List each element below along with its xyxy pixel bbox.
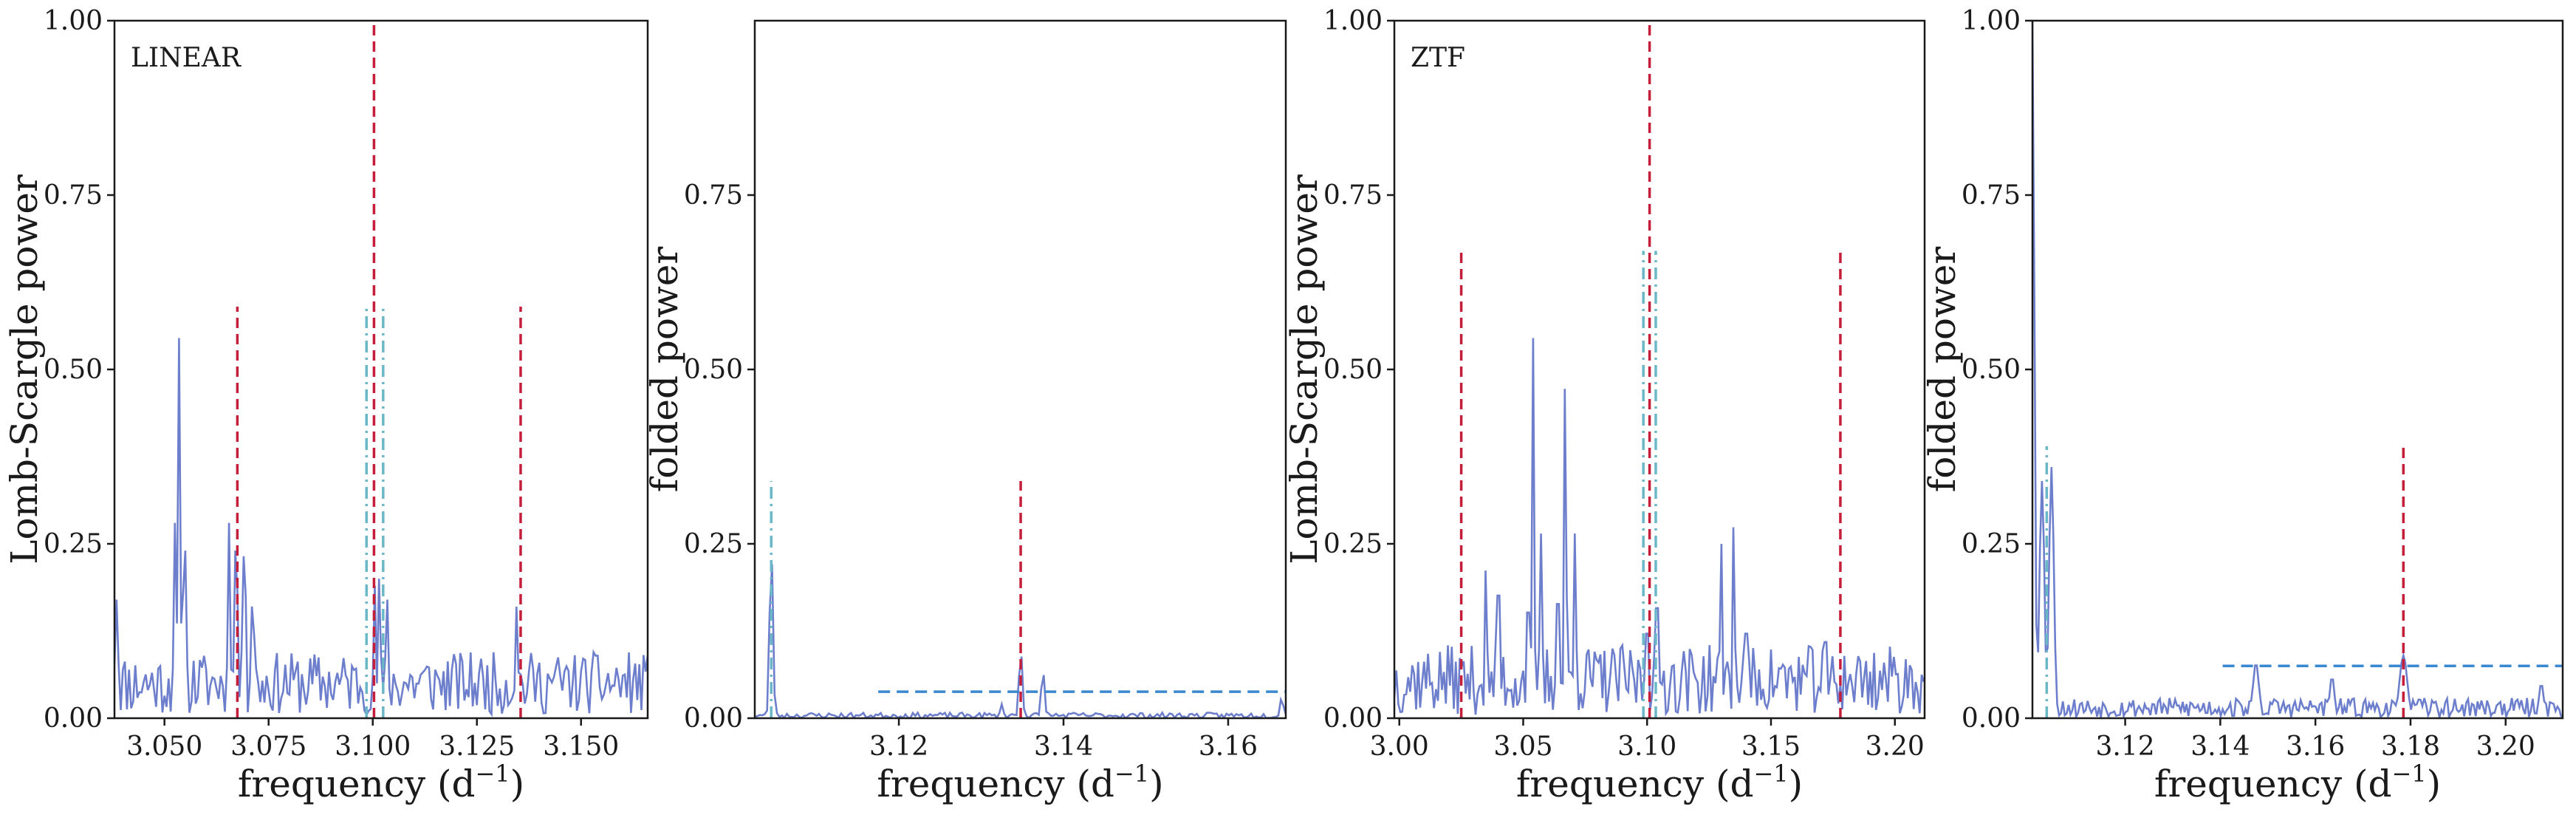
x-tick-label: 3.075 <box>230 732 306 762</box>
x-axis-label-tail: ) <box>2427 763 2442 805</box>
y-tick-label: 0.00 <box>44 703 103 734</box>
chart-panel-4: 3.12 3.14 3.16 3.18 3.20 0.00 0.25 0.50 0.75 1.00… <box>1921 6 2564 805</box>
axes-frame <box>2031 19 2564 720</box>
chart-panel-2: 3.12 3.14 3.16 0.00 0.25 0.50 0.75 frequency (d… <box>643 19 1287 805</box>
axes-frame <box>1393 19 1926 720</box>
x-axis-label: frequency (d−1) <box>2154 760 2441 805</box>
y-tick-label: 0.75 <box>1323 180 1383 211</box>
x-tick-label: 3.00 <box>1370 732 1429 762</box>
x-tick-label: 3.125 <box>439 732 515 762</box>
y-tick-label: 0.75 <box>684 180 743 211</box>
y-tick-label: 0.75 <box>1962 180 2021 211</box>
y-tick-label: 0.25 <box>1323 529 1383 559</box>
x-tick-label: 3.12 <box>2095 732 2154 762</box>
y-tick-label: 0.00 <box>1962 703 2021 734</box>
x-tick-label: 3.15 <box>1741 732 1801 762</box>
x-tick-label: 3.16 <box>2286 732 2345 762</box>
y-tick-label: 1.00 <box>1323 6 1383 36</box>
x-tick-label: 3.10 <box>1617 732 1676 762</box>
y-tick-label: 0.25 <box>1962 529 2021 559</box>
x-axis-label: frequency (d−1) <box>1516 760 1803 805</box>
x-tick-label: 3.100 <box>335 732 411 762</box>
x-axis-label-main: frequency (d <box>877 763 1114 805</box>
y-tick-label: 0.25 <box>44 529 103 559</box>
y-tick-label: 0.50 <box>44 355 103 385</box>
x-tick-label: 3.18 <box>2381 732 2440 762</box>
x-axis-label: frequency (d−1) <box>238 760 524 805</box>
power-series-line <box>1394 338 1925 717</box>
y-tick-label: 0.50 <box>684 355 743 385</box>
power-series-line <box>2032 21 2563 718</box>
x-axis-label-main: frequency (d <box>2154 763 2392 805</box>
y-tick-label: 0.00 <box>1323 703 1383 734</box>
x-tick-label: 3.20 <box>1866 732 1925 762</box>
x-axis-label-exponent: −1 <box>2391 760 2426 788</box>
panel-label: ZTF <box>1411 43 1465 73</box>
x-axis-label-main: frequency (d <box>238 763 476 805</box>
y-tick-label: 0.50 <box>1323 355 1383 385</box>
x-axis-label-tail: ) <box>510 763 525 805</box>
y-axis-label: Lomb-Scargle power <box>3 174 46 565</box>
chart-panel-1: 3.050 3.075 3.100 3.125 3.150 0.00 0.25 0.50 0.7… <box>3 6 649 805</box>
x-tick-label: 3.150 <box>543 732 619 762</box>
x-axis-label-exponent: −1 <box>475 760 510 788</box>
y-tick-label: 0.00 <box>684 703 743 734</box>
x-axis-label-exponent: −1 <box>1114 760 1149 788</box>
axes-frame <box>113 19 649 720</box>
x-tick-label: 3.12 <box>869 732 928 762</box>
x-axis-label-exponent: −1 <box>1753 760 1788 788</box>
x-axis-label: frequency (d−1) <box>877 760 1163 805</box>
y-tick-label: 0.75 <box>44 180 103 211</box>
chart-panel-3: 3.00 3.05 3.10 3.15 3.20 0.00 0.25 0.50 0.75 1.00… <box>1283 6 1926 805</box>
x-tick-label: 3.050 <box>126 732 202 762</box>
x-tick-label: 3.05 <box>1493 732 1552 762</box>
y-tick-label: 0.50 <box>1962 355 2021 385</box>
y-axis-label: Lomb-Scargle power <box>1283 174 1326 565</box>
y-axis-label: folded power <box>643 247 686 493</box>
x-tick-label: 3.14 <box>2190 732 2250 762</box>
y-tick-label: 1.00 <box>1962 6 2021 36</box>
x-axis-label-main: frequency (d <box>1516 763 1754 805</box>
x-tick-label: 3.14 <box>1034 732 1093 762</box>
x-axis-label-tail: ) <box>1789 763 1803 805</box>
x-tick-label: 3.16 <box>1199 732 1258 762</box>
power-series-line <box>114 338 648 717</box>
y-axis-label: folded power <box>1921 247 1964 493</box>
x-axis-label-tail: ) <box>1149 763 1164 805</box>
x-tick-label: 3.20 <box>2476 732 2535 762</box>
y-tick-label: 1.00 <box>44 6 103 36</box>
panel-label: LINEAR <box>131 43 242 73</box>
y-tick-label: 0.25 <box>684 529 743 559</box>
